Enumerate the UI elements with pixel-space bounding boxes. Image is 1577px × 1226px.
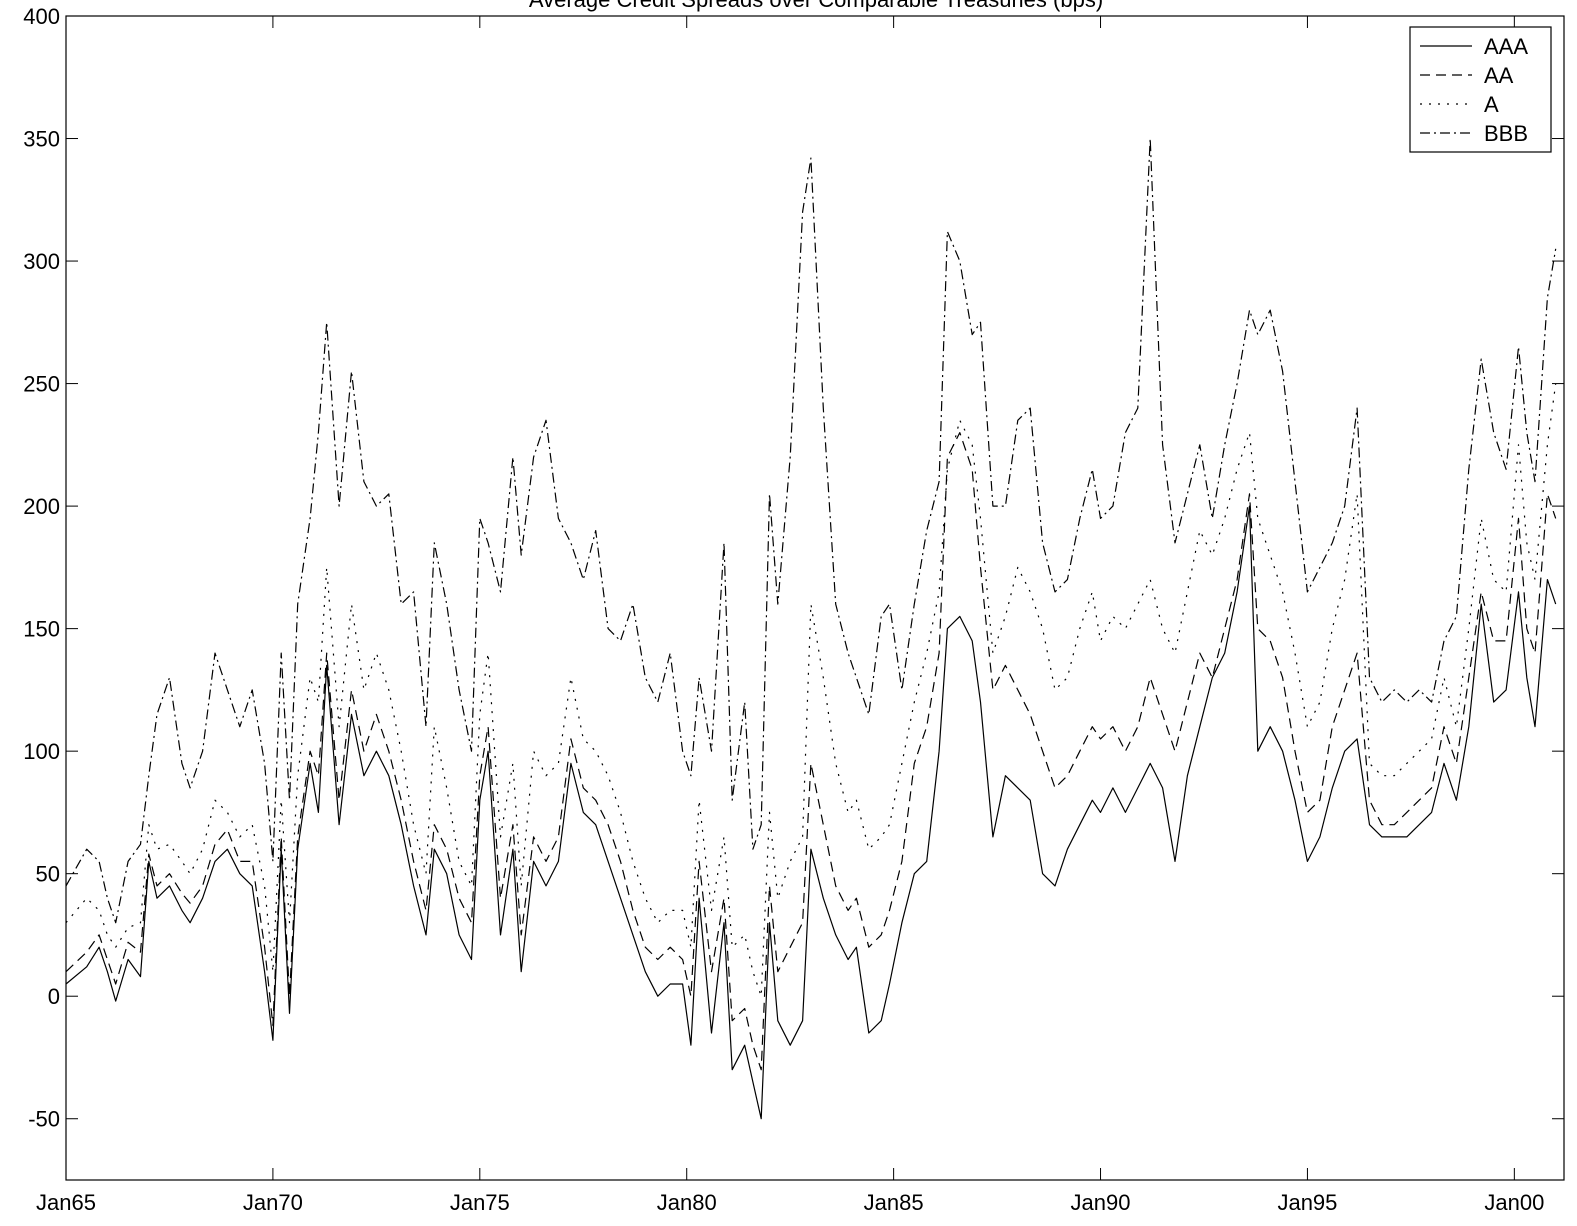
y-tick-label: 250 bbox=[23, 372, 60, 397]
y-axis: -50 0 50 100 150 200 250 300 350 400 bbox=[23, 4, 1564, 1132]
x-tick-label: Jan65 bbox=[36, 1190, 96, 1215]
series-line-aa bbox=[65, 432, 1557, 1071]
y-tick-label: 200 bbox=[23, 494, 60, 519]
series-line-bbb bbox=[65, 137, 1557, 924]
chart-title: Average Credit Spreads over Comparable T… bbox=[529, 0, 1103, 12]
x-tick-label: Jan80 bbox=[657, 1190, 717, 1215]
plot-area-frame bbox=[65, 15, 1565, 1181]
y-tick-label: 350 bbox=[23, 127, 60, 152]
series-layer bbox=[65, 137, 1557, 1120]
x-tick-label: Jan85 bbox=[864, 1190, 924, 1215]
series-line-a bbox=[65, 383, 1557, 997]
series-line-aaa bbox=[65, 505, 1557, 1120]
x-axis: Jan65 Jan70 Jan75 Jan80 Jan85 Jan90 Jan95 Jan00 bbox=[36, 16, 1544, 1215]
legend-label-bbb: BBB bbox=[1484, 121, 1528, 146]
legend-label-aaa: AAA bbox=[1484, 34, 1528, 59]
y-tick-label: 100 bbox=[23, 739, 60, 764]
x-tick-label: Jan75 bbox=[450, 1190, 510, 1215]
legend-label-a: A bbox=[1484, 92, 1499, 117]
y-tick-label: 150 bbox=[23, 617, 60, 642]
x-tick-label: Jan70 bbox=[243, 1190, 303, 1215]
x-tick-label: Jan95 bbox=[1277, 1190, 1337, 1215]
y-tick-label: 400 bbox=[23, 4, 60, 29]
y-tick-label: 50 bbox=[36, 862, 60, 887]
x-tick-label: Jan90 bbox=[1071, 1190, 1131, 1215]
y-tick-label: 0 bbox=[48, 984, 60, 1009]
y-tick-label: -50 bbox=[28, 1107, 60, 1132]
x-tick-label: Jan00 bbox=[1484, 1190, 1544, 1215]
legend-label-aa: AA bbox=[1484, 63, 1514, 88]
y-tick-label: 300 bbox=[23, 249, 60, 274]
legend-box bbox=[1409, 26, 1552, 153]
